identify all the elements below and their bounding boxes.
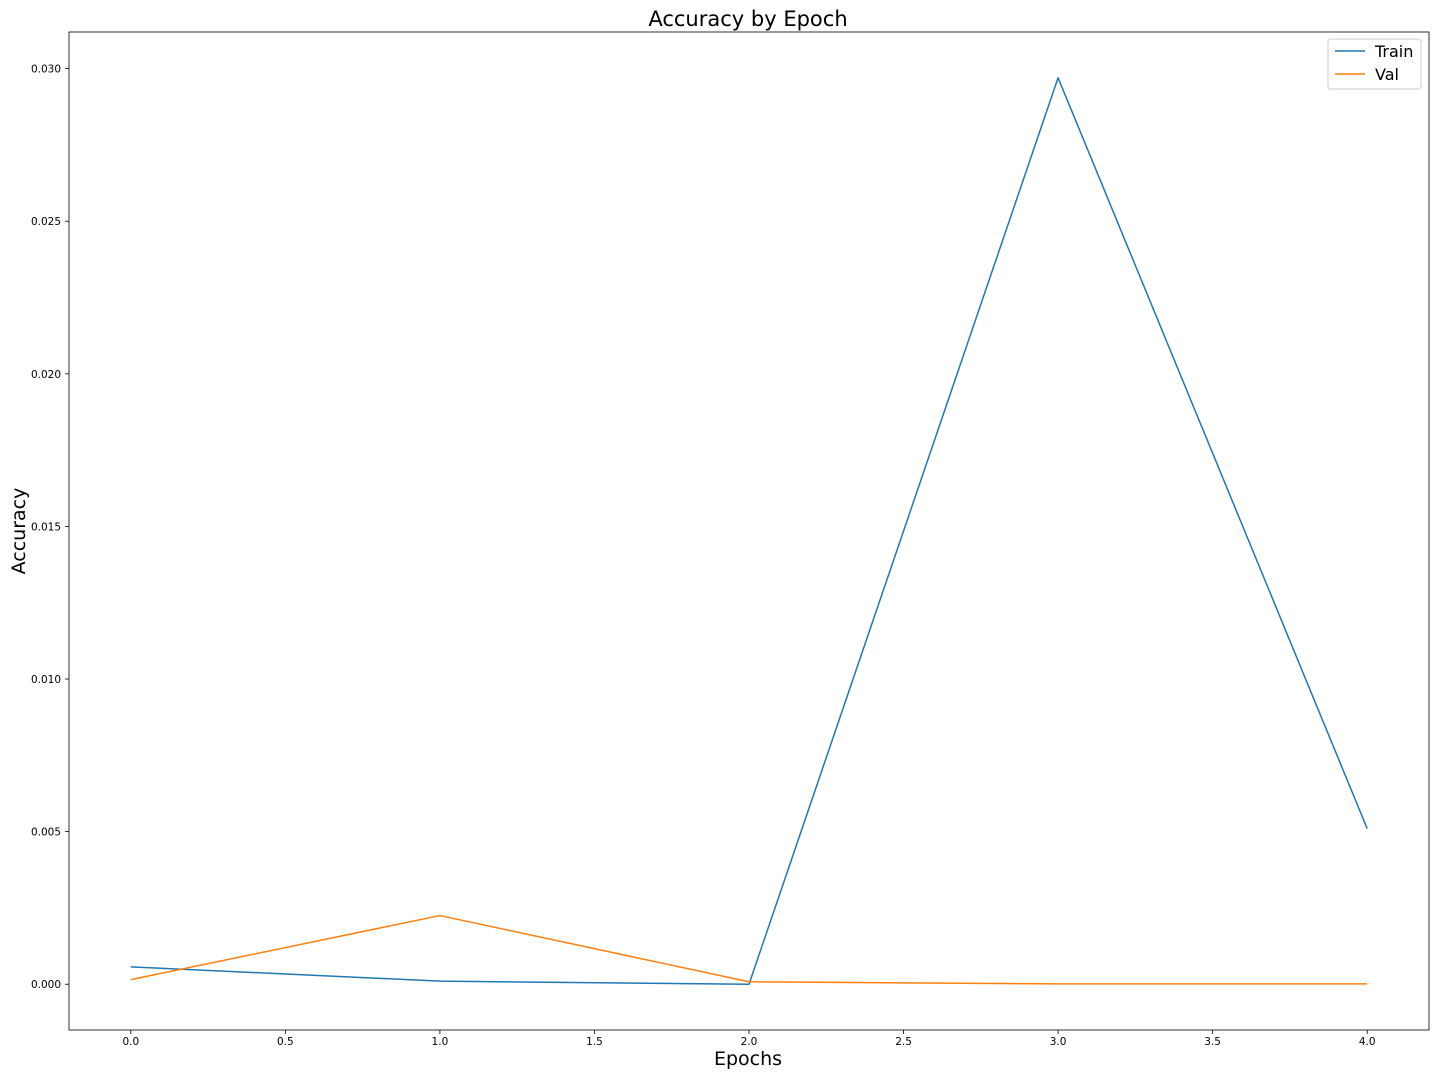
x-tick-label: 1.0 xyxy=(432,1036,449,1048)
plot-frame xyxy=(68,31,1430,1031)
y-tick-label: 0.025 xyxy=(31,216,61,228)
legend-label-val: Val xyxy=(1375,65,1399,84)
x-tick-label: 4.0 xyxy=(1359,1036,1376,1048)
y-tick-label: 0.020 xyxy=(31,369,61,381)
x-tick-label: 0.5 xyxy=(277,1036,294,1048)
plot-area: 0.0 0.5 1.0 1.5 2.0 2.5 3.0 3.5 4.0 0.000 0.005 0.0… xyxy=(31,31,1430,1048)
legend-label-train: Train xyxy=(1374,42,1413,61)
x-tick-label: 3.5 xyxy=(1204,1036,1221,1048)
x-tick-label: 3.0 xyxy=(1050,1036,1067,1048)
y-tick-label: 0.030 xyxy=(31,64,61,76)
y-tick-label: 0.000 xyxy=(31,979,61,991)
x-tick-label: 0.0 xyxy=(122,1036,139,1048)
x-tick-label: 1.5 xyxy=(586,1036,603,1048)
series-line-train xyxy=(130,77,1368,985)
legend: Train Val xyxy=(1327,38,1422,90)
chart-title: Accuracy by Epoch xyxy=(648,7,847,31)
y-tick-label: 0.015 xyxy=(31,521,61,533)
x-axis-label: Epochs xyxy=(714,1048,782,1070)
y-tick-label: 0.010 xyxy=(31,674,61,686)
y-tick-label: 0.005 xyxy=(31,827,61,839)
x-tick-label: 2.0 xyxy=(741,1036,758,1048)
x-tick-label: 2.5 xyxy=(895,1036,912,1048)
y-axis-label: Accuracy xyxy=(8,488,30,575)
series-line-val xyxy=(130,914,1368,985)
